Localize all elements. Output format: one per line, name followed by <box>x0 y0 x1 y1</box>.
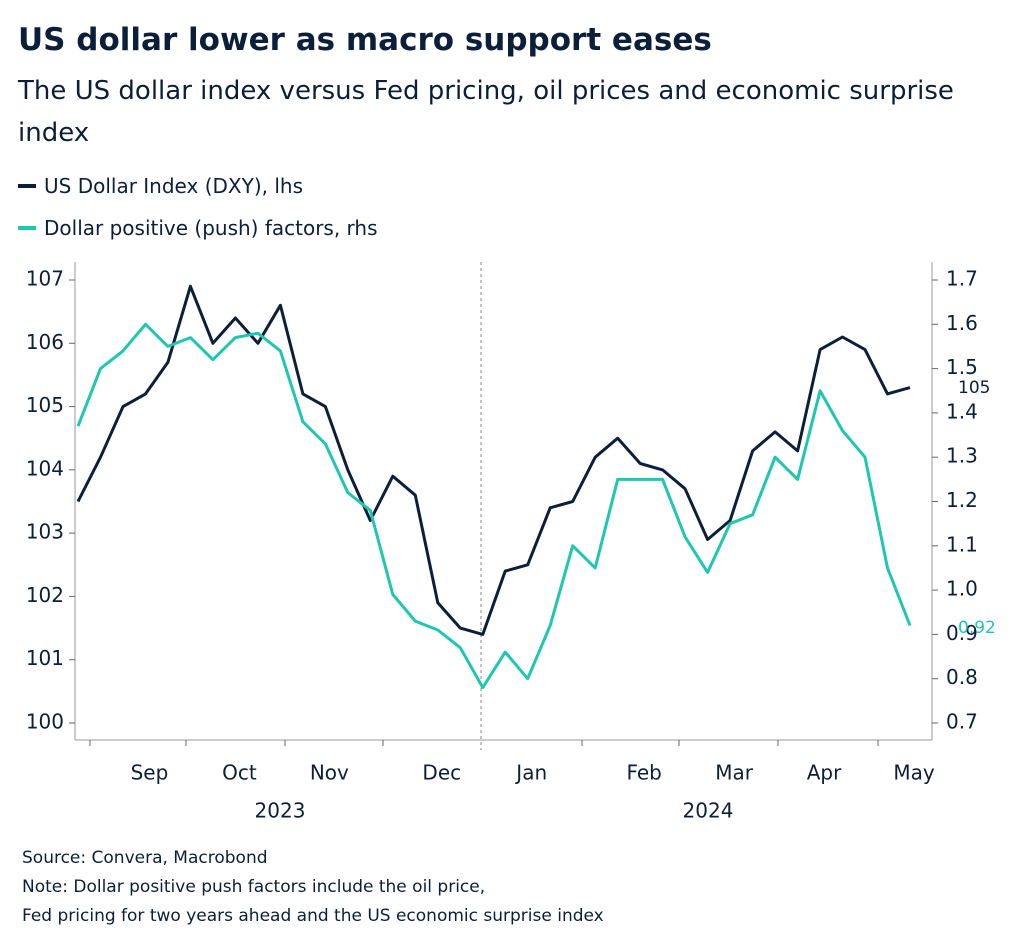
source: Source: Convera, Macrobond <box>22 848 268 868</box>
y2-tick-label: 0.8 <box>946 665 978 689</box>
year-label: 2023 <box>255 799 306 823</box>
y2-tick-label: 0.9 <box>946 621 978 645</box>
y-tick-label: 101 <box>26 646 64 670</box>
y-tick-label: 102 <box>26 583 64 607</box>
chart-title: US dollar lower as macro support eases <box>18 22 712 58</box>
y-tick-label: 100 <box>26 710 64 734</box>
x-tick-label: Jan <box>514 761 547 785</box>
x-tick-label: Apr <box>807 761 842 785</box>
y2-tick-label: 1.0 <box>946 577 978 601</box>
y-tick-label: 103 <box>26 520 64 544</box>
series-line <box>76 284 911 636</box>
y2-tick-label: 1.5 <box>946 355 978 379</box>
legend-entry: Dollar positive (push) factors, rhs <box>18 216 378 240</box>
x-tick-label: Dec <box>422 761 461 785</box>
note: Fed pricing for two years ahead and the … <box>22 906 604 926</box>
x-tick-label: Sep <box>131 761 169 785</box>
legend-swatch <box>18 226 36 230</box>
y2-tick-label: 1.4 <box>946 399 978 423</box>
legend-entry: US Dollar Index (DXY), lhs <box>18 174 303 198</box>
y-tick-label: 104 <box>26 456 64 480</box>
y2-tick-label: 1.2 <box>946 488 978 512</box>
note: Note: Dollar positive push factors inclu… <box>22 877 486 897</box>
y2-tick-label: 1.1 <box>946 532 978 556</box>
end-label: 105 <box>958 378 990 398</box>
y2-tick-label: 0.7 <box>946 710 978 734</box>
y-tick-label: 105 <box>26 393 64 417</box>
x-tick-label: Mar <box>715 761 754 785</box>
y-tick-label: 107 <box>26 267 64 291</box>
y2-tick-label: 1.3 <box>946 444 978 468</box>
x-tick-label: May <box>893 761 935 785</box>
x-tick-label: Feb <box>626 761 661 785</box>
y2-tick-label: 1.6 <box>946 311 978 335</box>
series-line <box>76 322 912 690</box>
year-label: 2024 <box>683 799 734 823</box>
legend-label: Dollar positive (push) factors, rhs <box>44 216 378 240</box>
y-tick-label: 106 <box>26 330 64 354</box>
x-tick-label: Nov <box>310 761 349 785</box>
month-ticks <box>89 740 879 746</box>
end-label: 0.92 <box>958 618 996 638</box>
y2-tick-label: 1.7 <box>946 267 978 291</box>
legend-label: US Dollar Index (DXY), lhs <box>44 174 303 198</box>
legend-swatch <box>18 184 36 188</box>
x-tick-label: Oct <box>222 761 257 785</box>
chart-subtitle: The US dollar index versus Fed pricing, … <box>18 76 954 148</box>
